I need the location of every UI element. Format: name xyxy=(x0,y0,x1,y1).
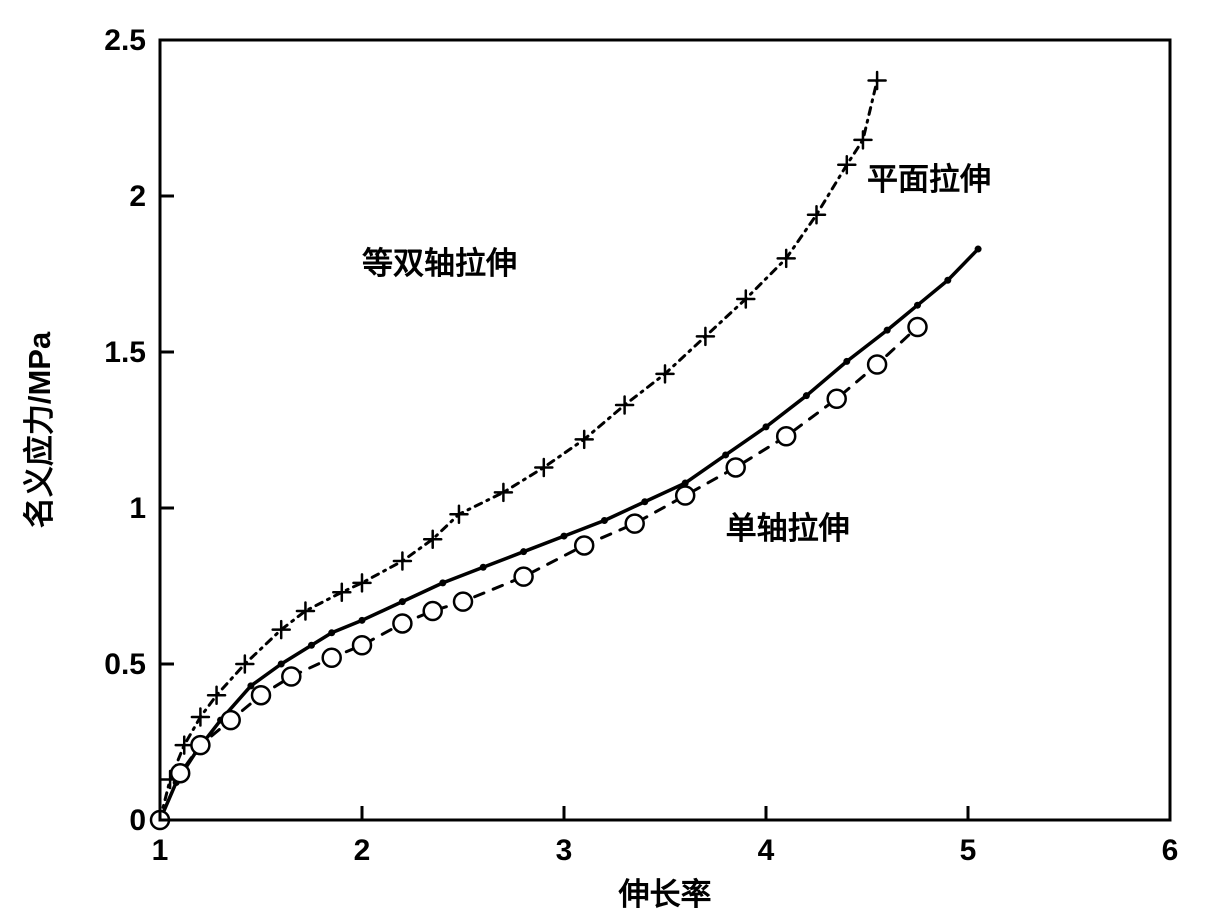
ytick-label: 2 xyxy=(129,180,146,213)
series-label-uniaxial: 单轴拉伸 xyxy=(726,511,850,546)
chart-container: { "chart": { "type": "line", "width_px":… xyxy=(0,0,1219,919)
series-label-planar: 平面拉伸 xyxy=(867,162,991,197)
ytick-label: 2.5 xyxy=(104,24,146,57)
xtick-label: 6 xyxy=(1162,834,1179,867)
xtick-label: 4 xyxy=(758,834,775,867)
xtick-label: 1 xyxy=(152,834,169,867)
ytick-label: 0.5 xyxy=(104,648,146,681)
xtick-label: 2 xyxy=(354,834,371,867)
xtick-label: 5 xyxy=(960,834,977,867)
ytick-label: 1.5 xyxy=(104,336,146,369)
series-label-biaxial: 等双轴拉伸 xyxy=(362,246,517,281)
y-axis-label: 名义应力/MPa xyxy=(22,331,57,528)
xtick-label: 3 xyxy=(556,834,573,867)
ytick-label: 1 xyxy=(129,492,146,525)
x-axis-label: 伸长率 xyxy=(618,877,712,912)
stress-strain-chart: 1 2 3 4 5 6 0 0.5 1 1.5 2 2.5 伸长率 名义应力/MPa 等双轴拉伸 平面拉伸单轴… xyxy=(0,0,1219,919)
ytick-label: 0 xyxy=(129,804,146,837)
